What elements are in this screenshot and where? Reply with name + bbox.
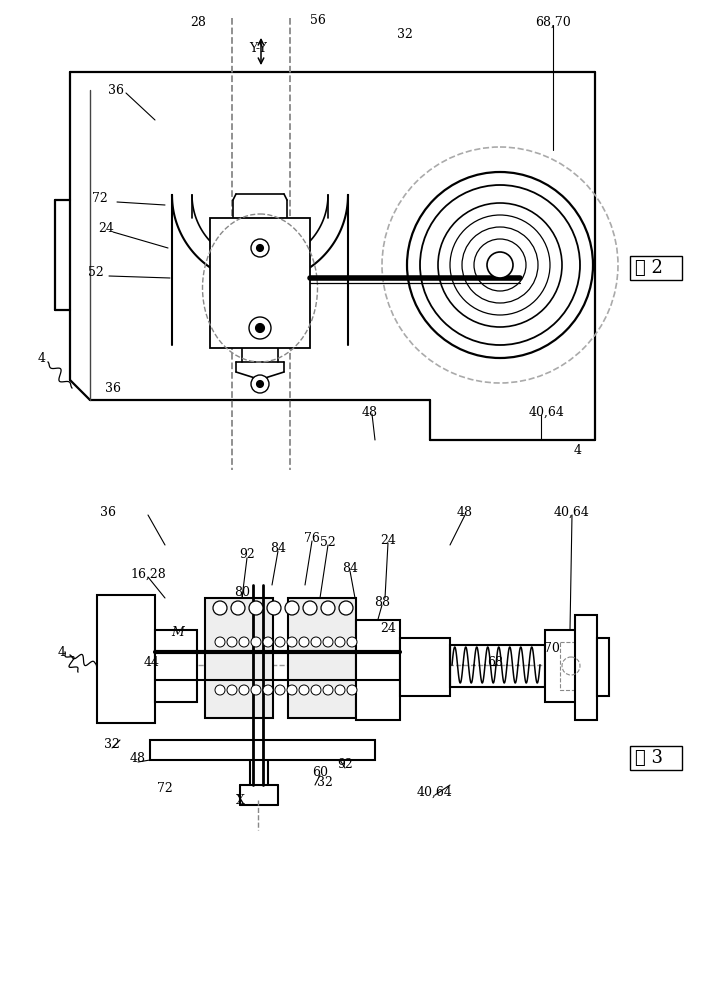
Circle shape [323,685,333,695]
Circle shape [487,252,513,278]
Bar [450,645,545,687]
Text: 88: 88 [374,595,390,608]
Circle shape [249,601,263,615]
Text: 40,64: 40,64 [529,406,565,418]
Circle shape [311,685,321,695]
Text: 4: 4 [38,352,46,364]
Bar [630,256,682,280]
Circle shape [323,637,333,647]
Circle shape [256,380,263,387]
Circle shape [213,601,227,615]
Circle shape [256,324,265,332]
Text: 40,64: 40,64 [417,786,453,798]
Text: 60: 60 [312,766,328,778]
Text: 80: 80 [234,585,250,598]
Text: 84: 84 [342,562,358,574]
Circle shape [287,685,297,695]
Circle shape [251,637,261,647]
Text: 4: 4 [58,646,66,658]
Bar [575,615,597,720]
Circle shape [249,317,271,339]
Circle shape [215,685,225,695]
Bar [545,630,595,702]
Bar [155,630,197,702]
Text: 76: 76 [304,532,320,544]
Text: 68: 68 [487,656,503,668]
Text: 16,28: 16,28 [130,568,166,580]
Circle shape [239,637,249,647]
Circle shape [263,685,273,695]
Text: 36: 36 [100,506,116,518]
Bar [97,595,155,723]
Text: 68,70: 68,70 [535,15,571,28]
Bar [205,598,273,718]
Circle shape [285,601,299,615]
Circle shape [321,601,335,615]
Circle shape [335,685,345,695]
Circle shape [231,601,245,615]
Text: 图 3: 图 3 [635,749,663,767]
Circle shape [275,637,285,647]
Text: 图 2: 图 2 [635,259,663,277]
Text: 56: 56 [310,13,326,26]
Circle shape [311,637,321,647]
Text: 36: 36 [105,381,121,394]
Text: 28: 28 [190,15,206,28]
Text: 44: 44 [144,656,160,668]
Bar [560,642,582,690]
Circle shape [347,637,357,647]
Text: 84: 84 [270,542,286,554]
Text: 48: 48 [457,506,473,518]
Circle shape [347,685,357,695]
Bar [150,740,375,760]
Circle shape [335,637,345,647]
Circle shape [299,685,309,695]
Circle shape [227,685,237,695]
Circle shape [215,637,225,647]
Bar [597,638,609,696]
Circle shape [239,685,249,695]
Text: 52: 52 [320,536,336,548]
Text: 32: 32 [317,776,333,788]
Text: 24: 24 [380,534,396,546]
Bar [356,620,400,720]
Circle shape [287,637,297,647]
Text: Y-Y: Y-Y [249,41,267,54]
Text: 32: 32 [397,28,413,41]
Bar [400,638,450,696]
Bar [630,746,682,770]
Circle shape [299,637,309,647]
Text: 70: 70 [544,642,560,654]
Text: 36: 36 [108,84,124,97]
Bar [288,598,356,718]
Text: 72: 72 [157,782,173,794]
Circle shape [251,239,269,257]
Circle shape [263,637,273,647]
Bar [210,218,310,348]
Text: 48: 48 [130,752,146,764]
Text: 32: 32 [104,738,120,752]
Text: 72: 72 [92,192,108,205]
Text: 40,64: 40,64 [554,506,590,518]
Circle shape [267,601,281,615]
Text: 52: 52 [88,265,104,278]
Text: 48: 48 [362,406,378,418]
Circle shape [303,601,317,615]
Text: 92: 92 [337,758,353,772]
Text: 图 2: 图 2 [635,259,663,277]
Circle shape [251,375,269,393]
Circle shape [256,244,263,251]
Text: X: X [236,794,244,806]
Text: 24: 24 [98,222,114,234]
Text: 24: 24 [380,621,396,635]
Circle shape [251,685,261,695]
Text: 92: 92 [239,548,255,562]
Circle shape [227,637,237,647]
Text: M: M [171,626,185,639]
Text: 4: 4 [574,444,582,456]
Circle shape [339,601,353,615]
Circle shape [275,685,285,695]
